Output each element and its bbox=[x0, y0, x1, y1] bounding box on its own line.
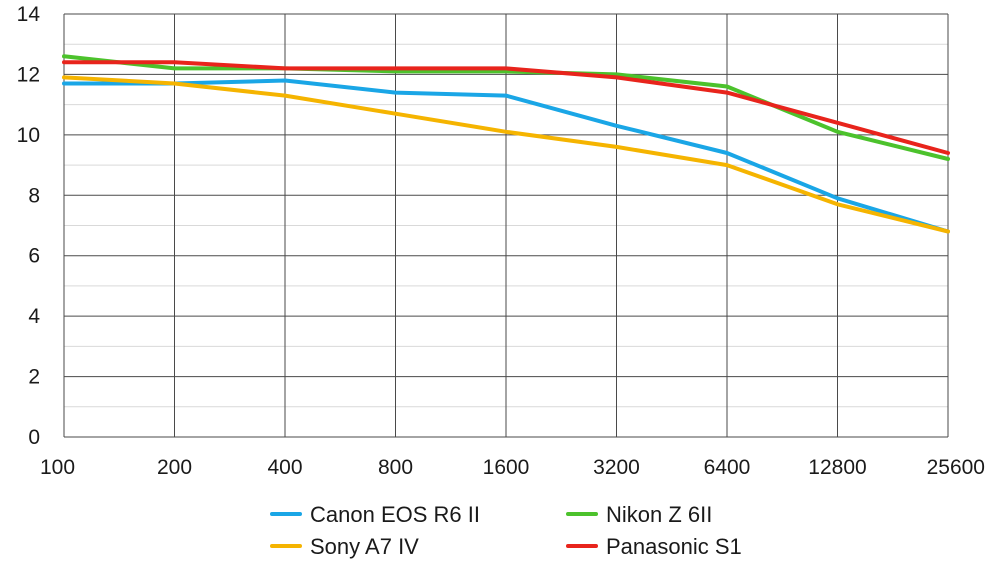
x-tick-label: 100 bbox=[40, 456, 75, 479]
y-tick-label: 14 bbox=[17, 3, 41, 26]
series-line-3 bbox=[62, 60, 950, 155]
y-tick-label: 2 bbox=[28, 366, 40, 389]
y-tick-label: 12 bbox=[17, 63, 40, 86]
x-tick-label: 200 bbox=[157, 456, 192, 479]
y-tick-label: 10 bbox=[17, 124, 40, 147]
x-axis-ticks: 100 200 400 800 1600 3200 6400 12800 25600 bbox=[40, 456, 985, 479]
x-tick-label: 3200 bbox=[593, 456, 640, 479]
x-tick-label: 800 bbox=[378, 456, 413, 479]
legend-label: Nikon Z 6II bbox=[606, 502, 712, 527]
series-line-2 bbox=[62, 75, 950, 234]
series-line-1 bbox=[62, 54, 950, 161]
grid bbox=[63, 13, 949, 438]
series-line-0 bbox=[62, 78, 950, 234]
legend: Canon EOS R6 II Nikon Z 6II Sony A7 IV Pana… bbox=[270, 502, 742, 559]
y-tick-label: 4 bbox=[28, 305, 40, 328]
x-tick-label: 12800 bbox=[808, 456, 866, 479]
x-tick-label: 1600 bbox=[483, 456, 530, 479]
legend-label: Panasonic S1 bbox=[606, 534, 742, 559]
y-tick-label: 8 bbox=[28, 184, 40, 207]
x-tick-label: 25600 bbox=[927, 456, 985, 479]
y-tick-label: 6 bbox=[28, 245, 40, 268]
series-lines bbox=[62, 54, 950, 234]
legend-label: Canon EOS R6 II bbox=[310, 502, 480, 527]
x-tick-label: 6400 bbox=[704, 456, 751, 479]
x-tick-label: 400 bbox=[267, 456, 302, 479]
legend-label: Sony A7 IV bbox=[310, 534, 419, 559]
y-axis-ticks: 0 2 4 6 8 10 12 14 bbox=[17, 3, 41, 449]
y-tick-label: 0 bbox=[28, 426, 40, 449]
